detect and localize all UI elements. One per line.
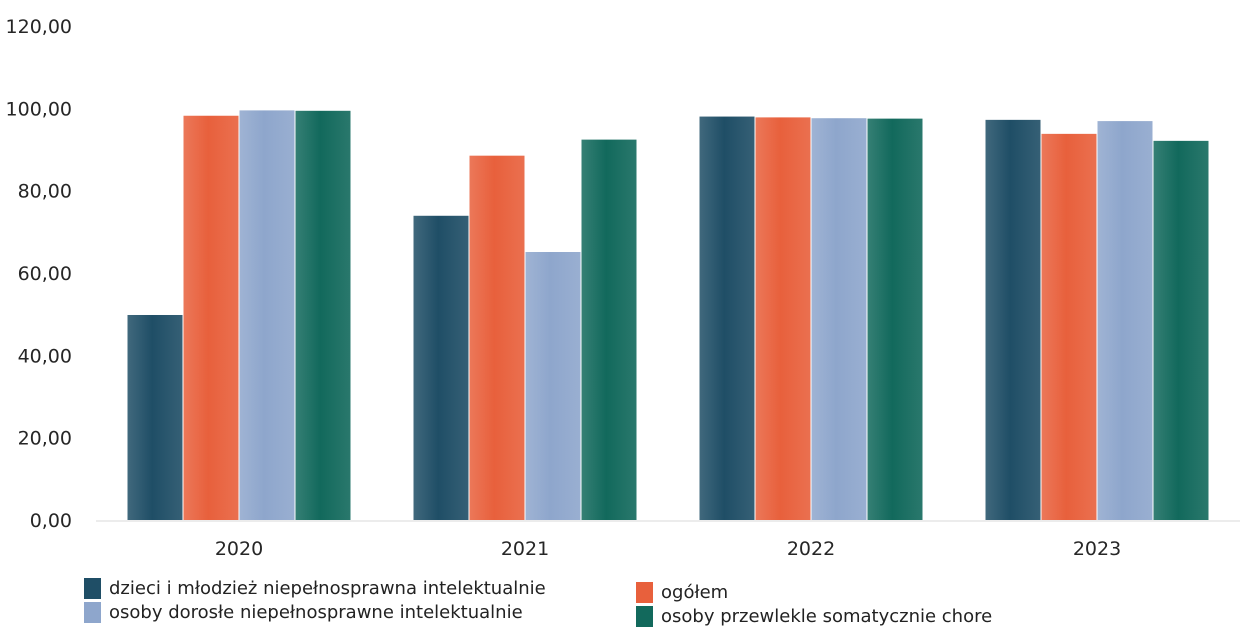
y-axis: 0,00 20,00 40,00 60,00 80,00 100,00 120,00 [6,16,72,532]
bar-2022-series-2 [755,117,811,520]
legend-item: ogółem [636,582,728,603]
bar-2023-series-1 [985,119,1041,521]
bar-2020-series-1 [127,314,183,520]
legend-label: ogółem [661,582,729,603]
bar-2023-series-2 [1041,133,1097,520]
x-tick-label: 2023 [1073,538,1121,560]
bar-2021-series-2 [469,155,525,521]
y-tick-label: 120,00 [6,16,72,38]
bar-2020-series-4 [295,110,351,520]
legend-label: osoby przewlekle somatycznie chore [661,606,993,627]
legend-label: osoby dorosłe niepełnosprawne intelektua… [109,602,523,623]
legend-item: osoby przewlekle somatycznie chore [636,606,992,627]
legend: dzieci i młodzież niepełnosprawna intele… [84,572,1084,628]
legend-item: dzieci i młodzież niepełnosprawna intele… [84,578,546,599]
bar-2020-series-2 [183,115,239,520]
legend-label: dzieci i młodzież niepełnosprawna intele… [109,578,546,599]
bars [127,110,1209,521]
bar-2021-series-1 [413,215,469,521]
y-tick-label: 20,00 [18,428,72,450]
x-tick-label: 2020 [215,538,263,560]
legend-item: osoby dorosłe niepełnosprawne intelektua… [84,602,523,623]
bar-2020-series-3 [239,110,295,521]
bar-2022-series-3 [811,118,867,521]
bar-2021-series-4 [581,139,637,520]
y-tick-label: 100,00 [6,98,72,120]
y-tick-label: 80,00 [18,181,72,203]
legend-swatch-icon [636,606,653,627]
bar-2023-series-4 [1153,140,1209,521]
x-tick-label: 2021 [501,538,549,560]
legend-swatch-icon [636,582,653,603]
y-tick-label: 0,00 [30,510,72,532]
bar-2023-series-3 [1097,121,1153,520]
bar-2022-series-1 [699,116,755,521]
legend-swatch-icon [84,578,101,599]
y-tick-label: 40,00 [18,345,72,367]
y-tick-label: 60,00 [18,263,72,285]
legend-swatch-icon [84,602,101,623]
x-axis: 2020 2021 2022 2023 [215,538,1121,560]
bar-2021-series-3 [525,252,581,520]
x-tick-label: 2022 [787,538,835,560]
bar-2022-series-4 [867,118,923,520]
